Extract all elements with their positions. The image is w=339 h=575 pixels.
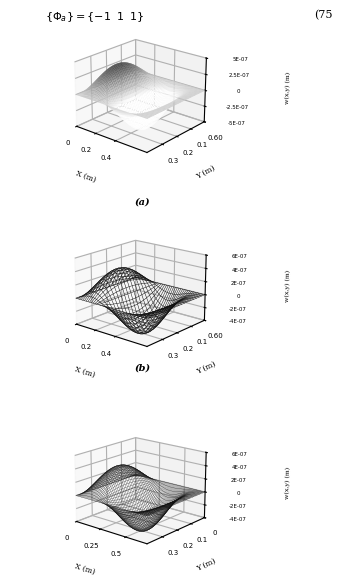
Text: (b): (b) bbox=[134, 364, 151, 373]
Text: (75: (75 bbox=[314, 10, 332, 20]
Y-axis label: Y (m): Y (m) bbox=[195, 360, 217, 375]
X-axis label: X (m): X (m) bbox=[75, 170, 97, 185]
X-axis label: X (m): X (m) bbox=[74, 562, 96, 575]
Y-axis label: Y (m): Y (m) bbox=[195, 164, 217, 181]
Text: (a): (a) bbox=[135, 197, 150, 206]
Y-axis label: Y (m): Y (m) bbox=[195, 557, 217, 573]
Text: $\{\Phi_a\} = \{-1\;\; 1\;\; 1\}$: $\{\Phi_a\} = \{-1\;\; 1\;\; 1\}$ bbox=[45, 10, 144, 24]
X-axis label: X (m): X (m) bbox=[74, 365, 96, 379]
